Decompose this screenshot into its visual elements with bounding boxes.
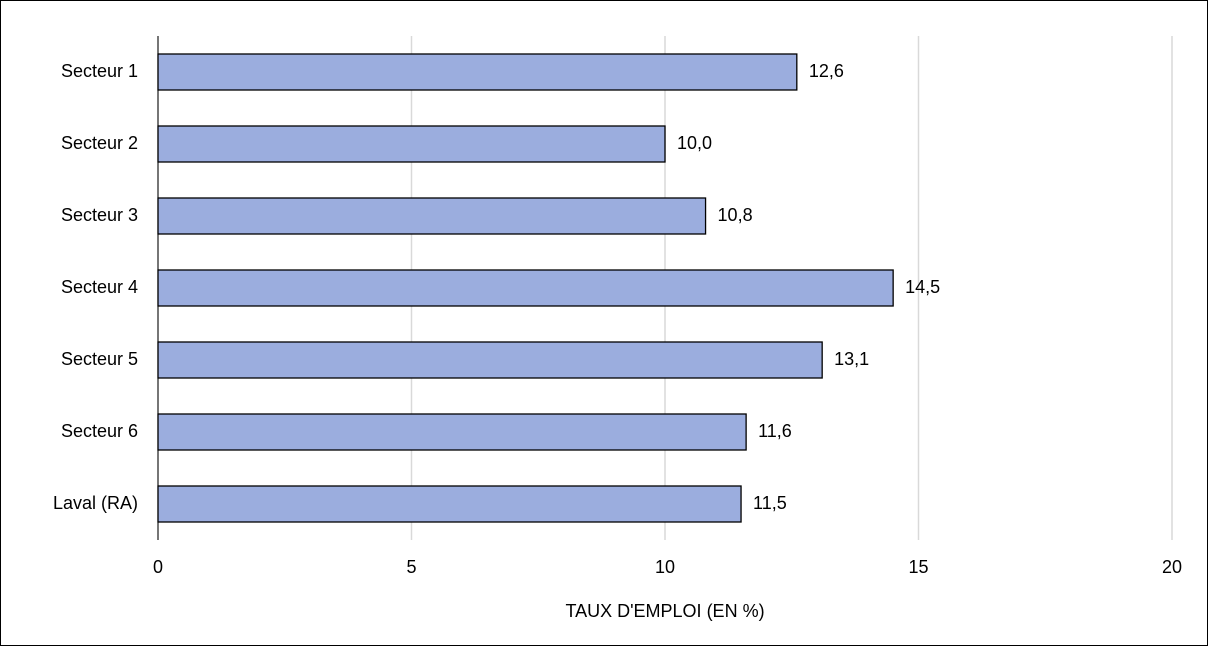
- bar: [157, 485, 742, 523]
- y-tick-label: Secteur 6: [61, 421, 138, 441]
- value-label: 10,0: [677, 133, 712, 153]
- x-tick-label: 15: [908, 557, 928, 577]
- value-label: 13,1: [834, 349, 869, 369]
- value-label: 12,6: [809, 61, 844, 81]
- y-tick-label: Secteur 2: [61, 133, 138, 153]
- bar: [157, 341, 823, 379]
- x-tick-label: 0: [153, 557, 163, 577]
- x-tick-label: 5: [406, 557, 416, 577]
- bar: [157, 125, 666, 163]
- value-label: 11,6: [758, 421, 792, 441]
- x-tick-label: 20: [1162, 557, 1182, 577]
- bar: [157, 269, 894, 307]
- y-tick-label: Secteur 3: [61, 205, 138, 225]
- y-tick-label: Laval (RA): [53, 493, 138, 513]
- y-tick-label: Secteur 5: [61, 349, 138, 369]
- x-axis-title: TAUX D'EMPLOI (EN %): [565, 601, 764, 621]
- y-tick-label: Secteur 1: [61, 61, 138, 81]
- bar: [157, 413, 747, 451]
- value-label: 11,5: [753, 493, 787, 513]
- bar: [157, 53, 798, 91]
- value-label: 10,8: [718, 205, 753, 225]
- x-tick-label: 10: [655, 557, 675, 577]
- y-tick-label: Secteur 4: [61, 277, 138, 297]
- bar: [157, 197, 707, 235]
- value-label: 14,5: [905, 277, 940, 297]
